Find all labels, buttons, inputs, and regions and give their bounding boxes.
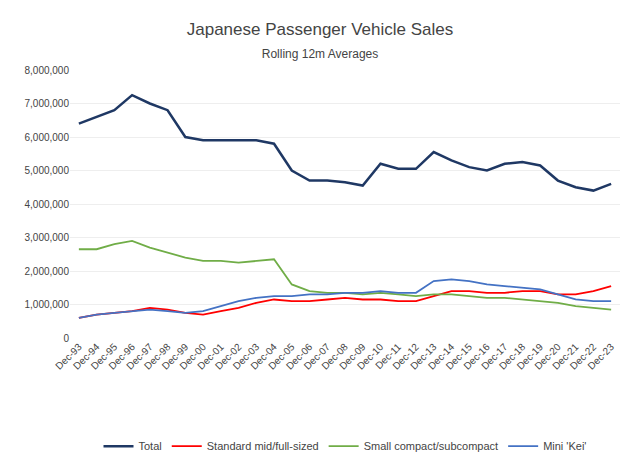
svg-text:Rolling 12m Averages: Rolling 12m Averages (262, 47, 379, 61)
svg-text:Dec-99: Dec-99 (160, 341, 191, 372)
svg-text:Dec-22: Dec-22 (568, 341, 599, 372)
svg-text:Dec-95: Dec-95 (89, 341, 120, 372)
svg-text:Dec-11: Dec-11 (373, 341, 403, 371)
svg-text:3,000,000: 3,000,000 (25, 232, 70, 243)
svg-text:Dec-08: Dec-08 (319, 341, 350, 372)
svg-text:Dec-98: Dec-98 (142, 341, 173, 372)
svg-text:Standard mid/full-sized: Standard mid/full-sized (207, 440, 319, 452)
svg-text:Dec-21: Dec-21 (550, 341, 581, 372)
svg-text:0: 0 (63, 333, 69, 344)
svg-text:2,000,000: 2,000,000 (25, 266, 70, 277)
svg-text:Small compact/subcompact: Small compact/subcompact (364, 440, 499, 452)
svg-text:Dec-93: Dec-93 (53, 341, 84, 372)
svg-text:Dec-05: Dec-05 (266, 341, 297, 372)
svg-text:Dec-10: Dec-10 (355, 341, 386, 372)
svg-text:5,000,000: 5,000,000 (25, 165, 70, 176)
svg-text:4,000,000: 4,000,000 (25, 199, 70, 210)
svg-text:Dec-23: Dec-23 (585, 341, 616, 372)
svg-text:Dec-00: Dec-00 (177, 341, 208, 372)
svg-text:Dec-96: Dec-96 (106, 341, 137, 372)
svg-text:Dec-15: Dec-15 (444, 341, 475, 372)
svg-text:Mini 'Kei': Mini 'Kei' (543, 440, 586, 452)
svg-text:Dec-17: Dec-17 (479, 341, 510, 372)
svg-text:8,000,000: 8,000,000 (25, 65, 70, 76)
svg-text:Dec-01: Dec-01 (195, 341, 226, 372)
svg-text:Dec-94: Dec-94 (71, 341, 102, 372)
svg-text:Dec-04: Dec-04 (248, 341, 279, 372)
svg-text:Japanese Passenger Vehicle Sal: Japanese Passenger Vehicle Sales (187, 20, 454, 39)
svg-text:Dec-20: Dec-20 (532, 341, 563, 372)
svg-text:Dec-14: Dec-14 (426, 341, 457, 372)
svg-text:Total: Total (139, 440, 162, 452)
svg-text:Dec-12: Dec-12 (390, 341, 421, 372)
svg-text:Dec-06: Dec-06 (284, 341, 315, 372)
svg-text:Dec-09: Dec-09 (337, 341, 368, 372)
svg-text:Dec-97: Dec-97 (124, 341, 155, 372)
svg-text:Dec-19: Dec-19 (515, 341, 546, 372)
svg-text:Dec-18: Dec-18 (497, 341, 528, 372)
svg-text:Dec-07: Dec-07 (302, 341, 333, 372)
svg-text:7,000,000: 7,000,000 (25, 98, 70, 109)
svg-text:Dec-16: Dec-16 (461, 341, 492, 372)
svg-text:Dec-13: Dec-13 (408, 341, 439, 372)
svg-text:Dec-02: Dec-02 (213, 341, 244, 372)
svg-text:1,000,000: 1,000,000 (25, 299, 70, 310)
svg-text:Dec-03: Dec-03 (231, 341, 262, 372)
svg-text:6,000,000: 6,000,000 (25, 132, 70, 143)
